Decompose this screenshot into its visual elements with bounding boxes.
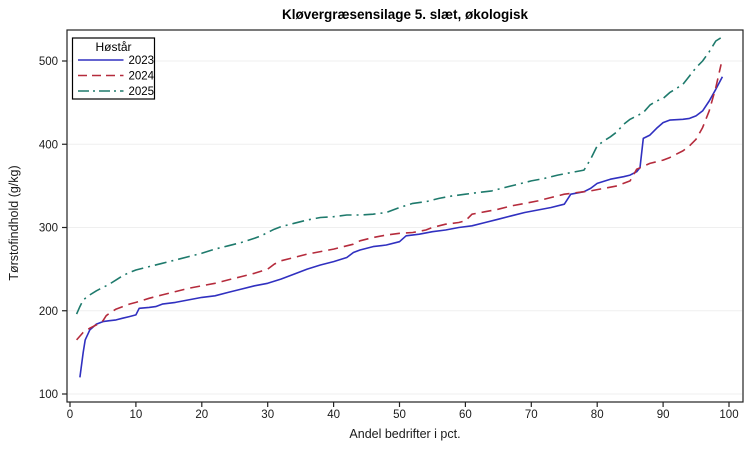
series-line-2023: [79, 76, 724, 378]
x-tick-label-80: 80: [591, 409, 604, 421]
x-tick-label-90: 90: [657, 409, 670, 421]
x-tick-label-0: 0: [67, 409, 73, 421]
x-tick-label-10: 10: [130, 409, 143, 421]
plot-border: [66, 29, 744, 403]
x-tick-label-100: 100: [719, 409, 738, 421]
y-tick-label-100: 100: [39, 389, 58, 401]
chart-title: Kløvergræsensilage 5. slæt, økologisk: [281, 7, 529, 22]
x-tick-label-60: 60: [459, 409, 472, 421]
legend-title: Høstår: [96, 40, 132, 54]
legend-label-2024: 2024: [129, 71, 155, 83]
legend-box: [71, 37, 156, 100]
x-tick-label-70: 70: [525, 409, 538, 421]
x-axis-title: Andel bedrifter i pct.: [349, 427, 461, 441]
y-tick-label-400: 400: [39, 139, 58, 151]
x-tick-label-50: 50: [393, 409, 406, 421]
x-tick-label-40: 40: [327, 409, 340, 421]
x-tick-label-20: 20: [195, 409, 208, 421]
legend-label-2025: 2025: [129, 86, 155, 98]
series-line-2025: [75, 36, 723, 315]
y-tick-label-300: 300: [39, 223, 58, 235]
y-tick-label-200: 200: [39, 306, 58, 318]
legend-label-2023: 2023: [129, 55, 155, 67]
x-tick-label-30: 30: [261, 409, 274, 421]
series-line-2024: [75, 64, 722, 341]
y-tick-label-500: 500: [39, 56, 58, 68]
